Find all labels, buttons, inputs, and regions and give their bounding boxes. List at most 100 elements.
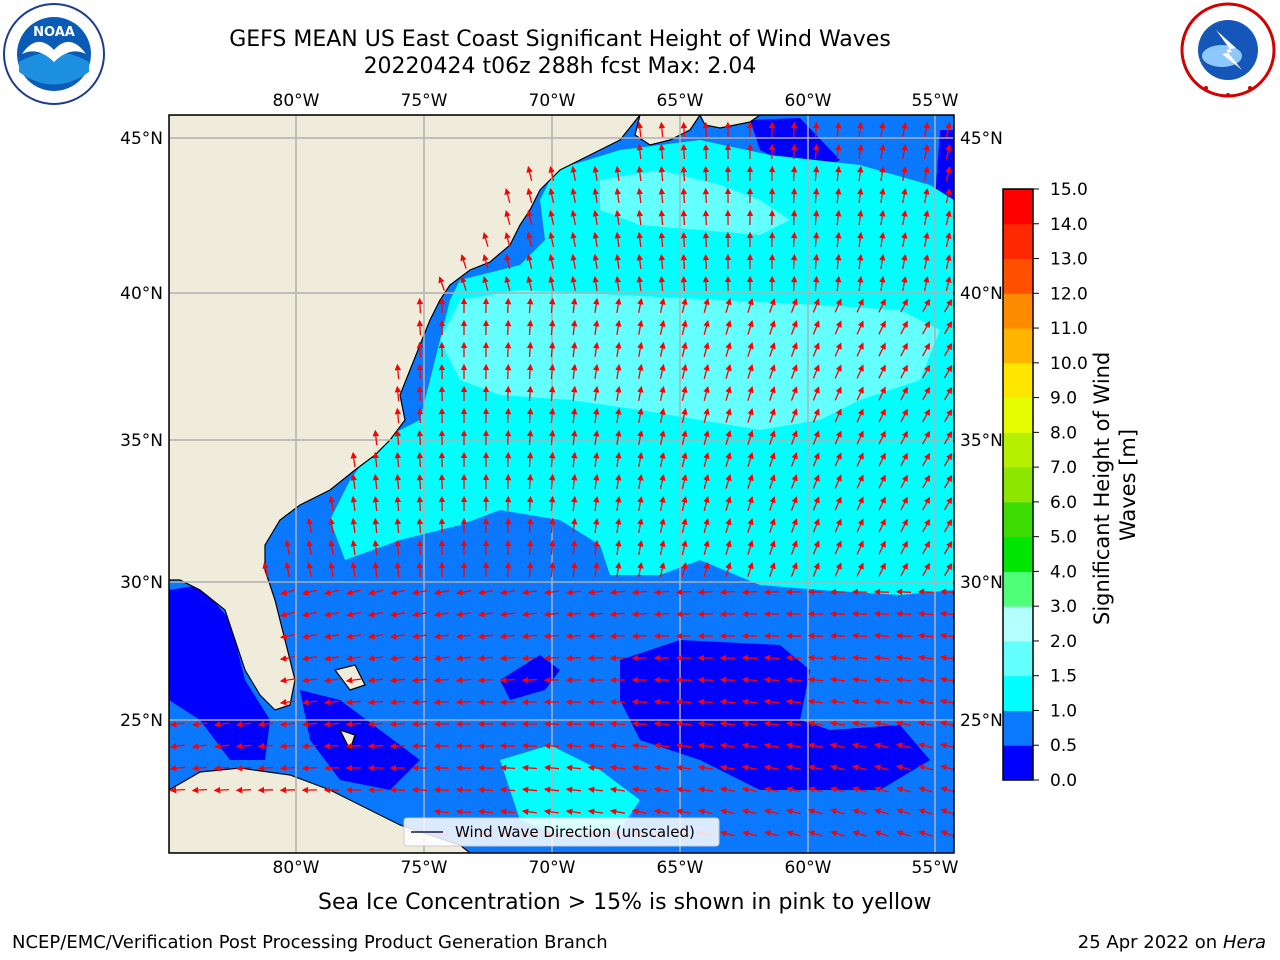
wind-wave-arrow [812,364,820,379]
wind-wave-arrow [416,407,424,424]
wind-wave-arrow [703,451,710,467]
wind-wave-arrow [857,253,864,269]
wind-wave-arrow [741,676,758,684]
wind-wave-arrow [301,720,318,728]
wind-wave-arrow [433,698,450,706]
wind-wave-arrow [504,517,512,534]
wind-wave-arrow [807,676,824,684]
wind-wave-arrow [504,495,512,512]
wind-wave-arrow [834,562,842,577]
wind-wave-arrow [637,429,644,446]
footer-host: Hera [1222,932,1266,953]
wind-wave-arrow [747,474,754,489]
wind-wave-arrow [873,654,890,662]
wind-wave-arrow [939,632,954,640]
wind-wave-arrow [636,275,644,292]
wind-wave-arrow [504,231,511,247]
wind-wave-arrow [901,209,908,226]
lat-label-right: 30°N [960,573,1003,593]
wind-wave-arrow [592,231,599,248]
lat-label-left: 40°N [120,284,163,304]
wind-wave-arrow [416,297,424,314]
wind-wave-arrow [499,764,516,772]
wind-wave-arrow [455,764,472,772]
wind-wave-arrow [548,363,556,380]
wind-wave-arrow [878,298,886,313]
wind-wave-arrow [587,742,604,750]
wind-wave-arrow [856,298,864,313]
wind-wave-arrow [923,187,930,204]
wind-wave-arrow [834,518,842,533]
wind-wave-arrow [703,385,710,401]
wind-wave-arrow [675,676,692,684]
wind-wave-arrow [323,611,339,618]
wind-wave-arrow [812,298,820,313]
wind-wave-arrow [279,742,296,750]
wind-wave-arrow [593,319,600,335]
wind-wave-arrow [873,720,890,727]
wind-wave-arrow [615,429,622,446]
wind-wave-arrow [856,474,864,489]
wind-wave-arrow [526,539,534,556]
wind-wave-arrow [637,539,644,556]
wind-wave-arrow [834,496,842,511]
wind-wave-arrow [345,720,362,728]
wind-wave-arrow [504,473,512,490]
wind-wave-arrow [521,611,537,618]
legend-label: Wind Wave Direction (unscaled) [455,823,695,841]
wind-wave-arrow [372,451,380,468]
wind-wave-arrow [570,495,578,512]
wind-wave-arrow [416,495,424,512]
wind-wave-arrow [873,676,889,683]
wind-wave-arrow [455,786,472,794]
wind-wave-arrow [631,698,648,706]
nws-logo [1180,2,1276,98]
wind-wave-arrow [565,742,582,750]
wind-wave-arrow [900,562,908,577]
wind-wave-arrow [900,386,908,401]
wind-wave-arrow [945,165,952,181]
wind-wave-arrow [918,786,933,793]
wind-wave-arrow [719,830,735,837]
wind-wave-arrow [852,808,867,815]
wind-wave-arrow [697,720,714,728]
wind-wave-arrow [812,231,820,248]
wind-wave-arrow [830,830,845,837]
wind-wave-arrow [433,808,450,816]
wind-wave-arrow [741,830,757,837]
wind-wave-arrow [940,764,954,771]
wind-wave-arrow [790,165,798,182]
lat-label-left: 30°N [120,573,163,593]
wind-wave-arrow [587,764,604,772]
wind-wave-arrow [901,231,908,248]
wind-wave-arrow [521,632,538,640]
wind-wave-arrow [323,633,340,640]
colorbar-bin [1003,571,1033,607]
wind-wave-arrow [526,341,534,358]
wind-wave-arrow [856,320,864,335]
colorbar-tick-label: 8.0 [1050,423,1077,443]
colorbar-tick-label: 1.5 [1050,667,1077,687]
wind-wave-arrow [455,589,472,596]
wind-wave-arrow [790,253,798,270]
wind-wave-arrow [526,187,533,203]
wind-wave-arrow [658,187,666,204]
wind-wave-arrow [615,407,622,424]
wind-wave-arrow [851,764,867,771]
wind-wave-arrow [637,407,644,424]
wind-wave-arrow [702,143,710,160]
wind-wave-arrow [345,633,362,640]
wind-wave-arrow [615,561,622,578]
wind-wave-arrow [790,342,798,357]
wind-wave-arrow [943,430,953,445]
wind-wave-arrow [747,518,754,533]
wind-wave-arrow [659,495,666,511]
wind-wave-arrow [900,364,908,379]
wind-wave-arrow [940,786,954,793]
wind-wave-arrow [570,539,578,556]
wind-wave-arrow [895,742,911,749]
wind-wave-arrow [659,451,666,467]
wind-wave-arrow [504,451,512,468]
wind-wave-arrow [879,253,886,270]
wind-wave-arrow [874,808,889,815]
